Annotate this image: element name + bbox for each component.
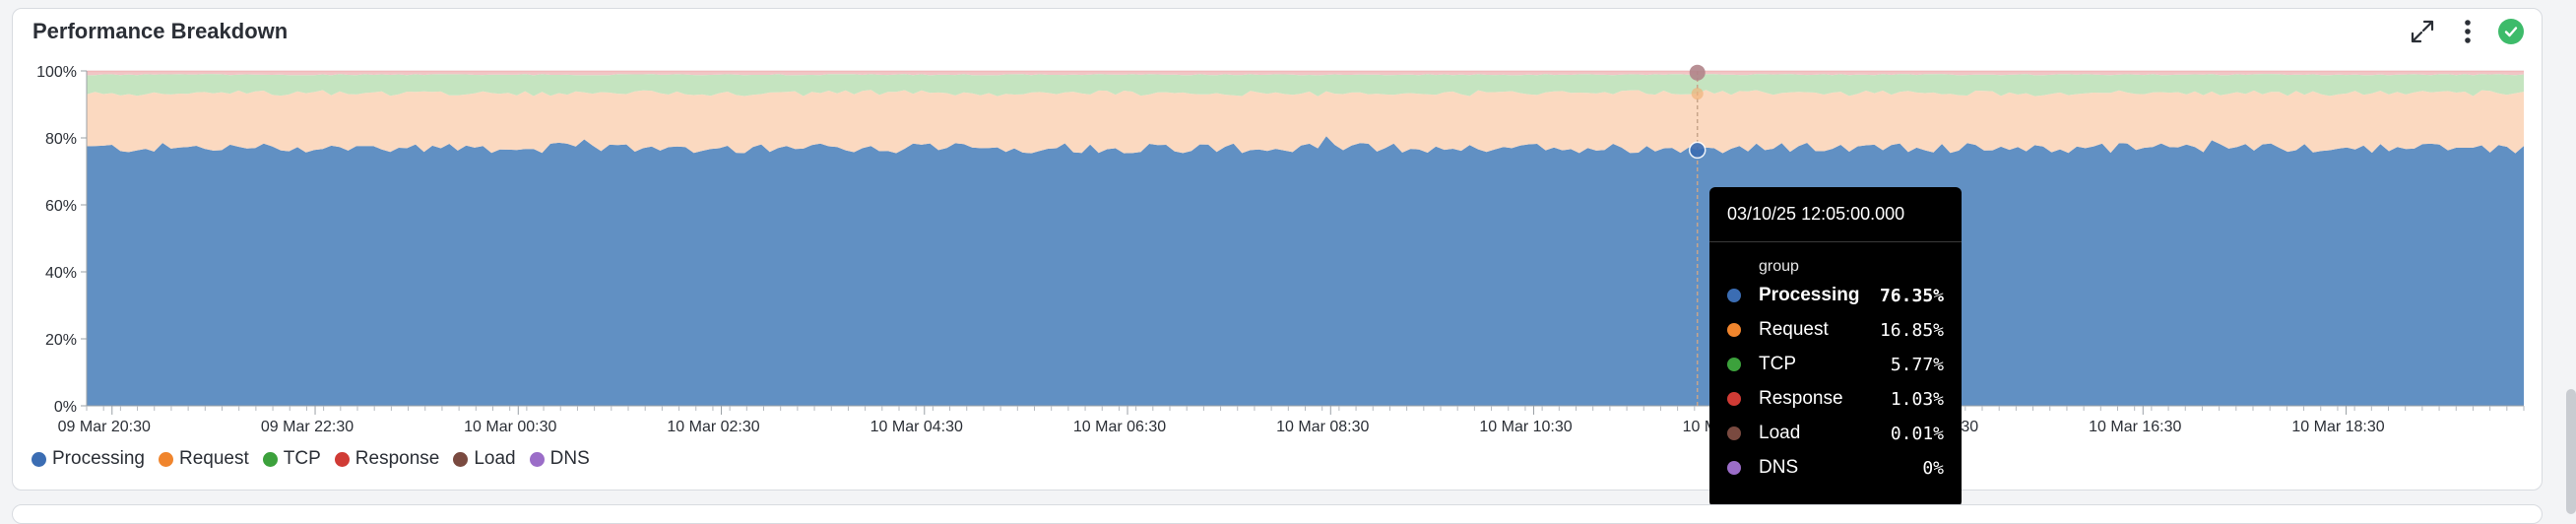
x-tick-label: 09 Mar 22:30 (261, 419, 354, 435)
y-axis: 0% 20% 40% 60% 80% 100% (36, 64, 87, 416)
legend-item-request[interactable]: Request (159, 448, 249, 470)
tooltip-series-name: Request (1759, 319, 1829, 340)
legend-label: Load (474, 448, 516, 469)
next-panel-edge (12, 504, 2543, 524)
y-tick-label: 0% (54, 399, 77, 416)
tooltip-series-name: DNS (1759, 457, 1799, 478)
legend-swatch (262, 451, 278, 467)
legend-label: TCP (283, 448, 321, 469)
y-tick-label: 100% (36, 64, 77, 81)
tooltip-row-response: Response 1.03% (1727, 384, 1944, 414)
legend-label: DNS (549, 448, 590, 469)
tooltip-dot (1727, 392, 1741, 406)
tooltip-row-processing: Processing 76.35% (1727, 281, 1944, 310)
tooltip-series-value: 0.01% (1890, 423, 1944, 444)
legend-swatch (32, 451, 46, 467)
tooltip-dot (1727, 358, 1741, 371)
chart-legend: Processing Request TCP Response Load DNS (32, 448, 590, 470)
hover-point-top (1689, 64, 1706, 81)
area-tcp (87, 74, 2524, 97)
legend-item-dns[interactable]: DNS (529, 448, 590, 470)
x-tick-label: 10 Mar 06:30 (1073, 419, 1166, 435)
tooltip-group-label: group (1759, 258, 1799, 275)
y-tick-label: 20% (45, 332, 77, 349)
x-tick-label: 10 Mar 18:30 (2291, 419, 2384, 435)
tooltip-row-dns: DNS 0% (1727, 453, 1944, 483)
y-tick-label: 80% (45, 131, 77, 148)
x-tick-label: 10 Mar 16:30 (2089, 419, 2181, 435)
legend-label: Request (179, 448, 249, 469)
legend-swatch (334, 451, 350, 467)
tooltip-series-value: 76.35% (1879, 285, 1944, 306)
chart-areas (87, 70, 2524, 407)
chart-tooltip: 03/10/25 12:05:00.000 group Processing 76… (1709, 187, 1962, 507)
page-scrollbar[interactable] (2566, 389, 2576, 514)
tooltip-series-name: Response (1759, 388, 1843, 409)
tooltip-series-value: 0% (1922, 457, 1944, 479)
hover-marker (1688, 64, 1707, 406)
tooltip-dot (1727, 461, 1741, 475)
legend-item-processing[interactable]: Processing (32, 448, 145, 470)
tooltip-series-name: Load (1759, 423, 1801, 443)
tooltip-series-value: 5.77% (1890, 354, 1944, 375)
x-tick-label: 10 Mar 04:30 (870, 419, 963, 435)
y-tick-label: 60% (45, 198, 77, 215)
tooltip-dot (1727, 289, 1741, 302)
tooltip-row-tcp: TCP 5.77% (1727, 350, 1944, 379)
tooltip-time: 03/10/25 12:05:00.000 (1709, 187, 1962, 242)
hover-point-request (1691, 88, 1704, 100)
panel-actions (2408, 17, 2524, 46)
expand-icon[interactable] (2408, 17, 2437, 46)
more-vertical-icon[interactable] (2453, 17, 2482, 46)
panel-title: Performance Breakdown (32, 19, 289, 43)
legend-swatch (453, 451, 469, 467)
tooltip-dot (1727, 323, 1741, 337)
legend-item-load[interactable]: Load (453, 448, 516, 470)
legend-swatch (529, 451, 545, 467)
x-tick-label: 10 Mar 02:30 (667, 419, 759, 435)
y-tick-label: 40% (45, 265, 77, 282)
tooltip-row-request: Request 16.85% (1727, 315, 1944, 345)
x-tick-label: 09 Mar 20:30 (58, 419, 151, 435)
tooltip-series-name: TCP (1759, 354, 1796, 374)
tooltip-series-name: Processing (1759, 285, 1860, 305)
legend-label: Response (354, 448, 440, 469)
tooltip-series-value: 1.03% (1890, 388, 1944, 410)
x-tick-label: 10 Mar 00:30 (464, 419, 556, 435)
area-processing (87, 136, 2524, 407)
tooltip-series-value: 16.85% (1879, 319, 1944, 341)
hover-point-processing (1688, 141, 1707, 160)
x-tick-label: 10 Mar 08:30 (1276, 419, 1369, 435)
area-request (87, 90, 2524, 154)
x-tick-label: 10 Mar 10:30 (1479, 419, 1572, 435)
status-ok-icon (2498, 19, 2524, 44)
tooltip-row-load: Load 0.01% (1727, 419, 1944, 448)
legend-label: Processing (52, 448, 145, 469)
legend-swatch (159, 451, 173, 467)
legend-item-response[interactable]: Response (334, 448, 440, 470)
legend-item-tcp[interactable]: TCP (262, 448, 321, 470)
tooltip-dot (1727, 426, 1741, 440)
